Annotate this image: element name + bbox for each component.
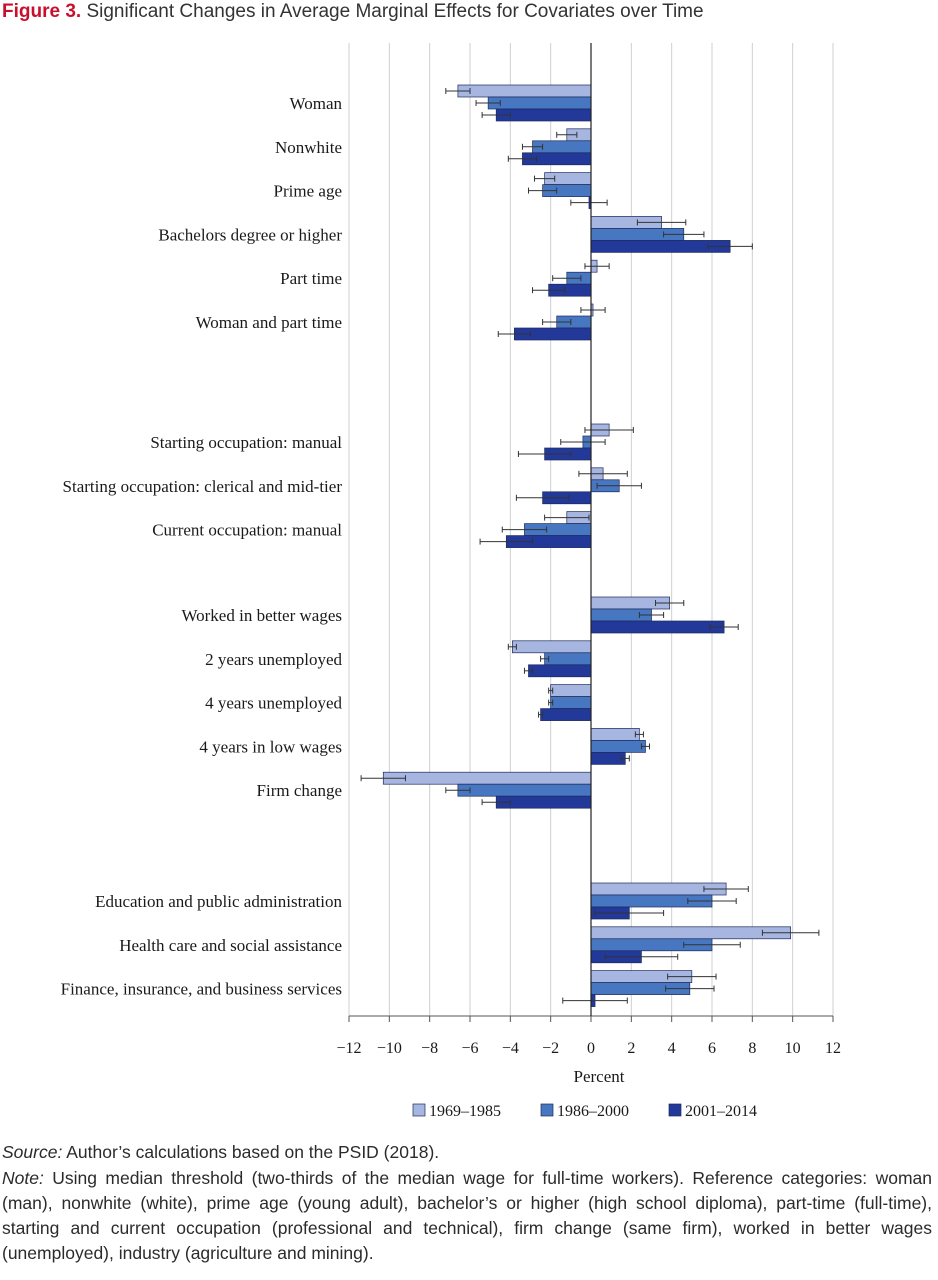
category-label: Education and public administration [95, 892, 342, 911]
category-label: Bachelors degree or higher [158, 225, 342, 244]
source-note: Source: Author’s calculations based on t… [2, 1140, 932, 1165]
bar-2 [590, 740, 646, 753]
category-label: Health care and social assistance [119, 936, 342, 955]
x-tick-label: −2 [542, 1040, 559, 1057]
bar-3 [528, 664, 592, 678]
x-tick-label: 12 [825, 1040, 841, 1057]
category-label: Current occupation: manual [152, 521, 342, 540]
legend-swatch-1 [412, 1103, 426, 1117]
x-axis-label: Percent [574, 1067, 625, 1086]
source-label: Source: [2, 1142, 63, 1162]
x-tick-label: −4 [502, 1040, 519, 1057]
bar-3 [590, 620, 725, 634]
figure-title-text: Significant Changes in Average Marginal … [86, 1, 704, 22]
bar-1 [590, 728, 640, 741]
x-tick-label: −6 [461, 1040, 478, 1057]
bar-3 [540, 708, 592, 721]
bar-1 [590, 926, 791, 940]
category-label: Prime age [274, 182, 342, 201]
x-tick-label: 10 [785, 1040, 801, 1057]
legend-swatch-3 [668, 1103, 682, 1117]
x-tick-label: −10 [377, 1040, 402, 1057]
category-label: Finance, insurance, and business service… [61, 980, 342, 999]
category-label: Firm change [257, 781, 342, 800]
bar-2 [457, 783, 592, 797]
x-tick-label: 4 [668, 1040, 676, 1057]
category-label: Starting occupation: manual [150, 433, 342, 452]
category-label: 2 years unemployed [205, 650, 342, 669]
chart: −12 −10 −8 −6 −4 −2 0 2 4 6 8 10 12 Percent Woman Nonwh… [61, 43, 841, 1120]
category-label: Nonwhite [275, 138, 342, 157]
source-text: Author’s calculations based on the PSID … [66, 1142, 440, 1162]
bar-2 [544, 652, 592, 666]
category-label: 4 years unemployed [205, 694, 342, 713]
bar-1 [382, 771, 592, 785]
bar-1 [457, 84, 592, 98]
bar-2 [487, 96, 592, 110]
category-label: Woman and part time [196, 313, 342, 332]
x-tick-label: 2 [627, 1040, 635, 1057]
category-label: Worked in better wages [181, 606, 342, 625]
x-tick-label: −12 [336, 1040, 361, 1057]
note-label: Note: [2, 1168, 44, 1188]
note-text: Using median threshold (two-thirds of th… [2, 1168, 932, 1263]
legend-swatch-2 [540, 1103, 554, 1117]
x-tick-label: 6 [708, 1040, 716, 1057]
legend-label-3: 2001–2014 [685, 1103, 757, 1120]
x-tick-label: −8 [421, 1040, 438, 1057]
x-tick-label: 8 [748, 1040, 756, 1057]
bar-1 [550, 684, 592, 697]
bar-2 [550, 696, 592, 709]
category-label: Part time [280, 269, 342, 288]
category-label: Starting occupation: clerical and mid-ti… [63, 477, 343, 496]
figure-title: Figure 3. Significant Changes in Average… [2, 0, 704, 24]
category-label: 4 years in low wages [199, 737, 342, 756]
bar-1 [511, 640, 592, 654]
category-label: Woman [290, 94, 343, 113]
bar-3 [590, 752, 626, 765]
legend-label-1: 1969–1985 [429, 1103, 501, 1120]
note: Note: Using median threshold (two-thirds… [2, 1166, 932, 1266]
legend-label-2: 1986–2000 [557, 1103, 629, 1120]
figure-number: Figure 3. [2, 1, 82, 22]
x-tick-label: 0 [587, 1040, 595, 1057]
